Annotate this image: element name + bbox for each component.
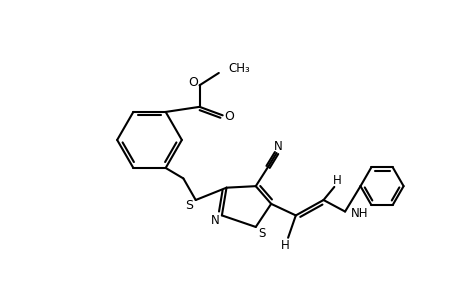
Text: H: H — [280, 239, 289, 252]
Text: H: H — [332, 174, 341, 187]
Text: S: S — [185, 199, 193, 212]
Text: S: S — [257, 227, 265, 240]
Text: O: O — [224, 110, 234, 123]
Text: N: N — [273, 140, 282, 153]
Text: O: O — [188, 76, 198, 89]
Text: CH₃: CH₃ — [228, 62, 249, 75]
Text: NH: NH — [351, 207, 368, 220]
Text: N: N — [211, 214, 219, 227]
